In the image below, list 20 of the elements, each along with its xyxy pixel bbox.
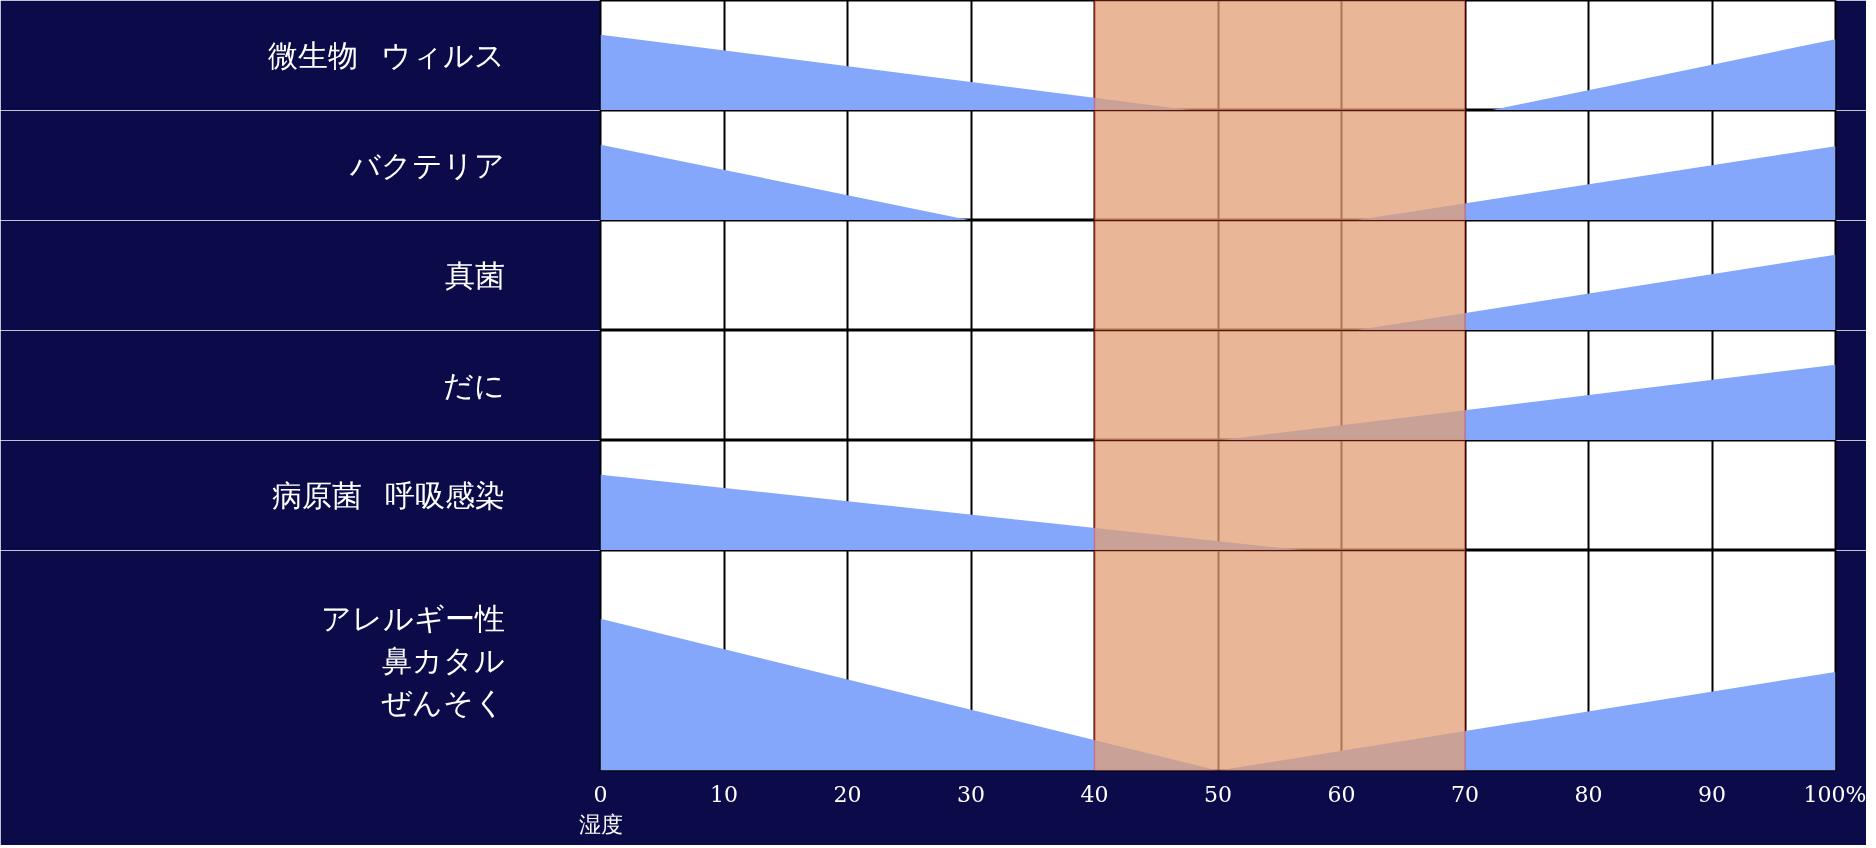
y-axis-title: だに — [442, 368, 505, 403]
y-axis-title: アレルギー性鼻カタルぜんそく — [320, 601, 505, 720]
y-axis-title: 呼吸感染 — [384, 478, 505, 513]
x-tick-label: 30 — [957, 781, 985, 807]
x-tick-label: 60 — [1327, 781, 1356, 807]
x-tick-label: 50 — [1204, 781, 1232, 807]
x-tick-label: 0 — [593, 781, 608, 807]
x-tick-label: 40 — [1080, 781, 1109, 807]
text: 病原菌 — [271, 478, 362, 513]
x-tick-label: 20 — [833, 781, 862, 807]
x-tick-label: 90 — [1698, 781, 1726, 807]
x-tick-label: 10 — [710, 781, 738, 807]
text: 微生物 — [267, 38, 358, 73]
x-axis-title: 湿度 — [578, 811, 623, 837]
x-tick-label: 70 — [1451, 781, 1479, 807]
x-tick-label: 80 — [1574, 781, 1603, 807]
y-axis-title: バクテリア — [348, 148, 505, 183]
y-axis-title: ウィルス — [380, 38, 505, 73]
y-axis-title: 真菌 — [444, 258, 505, 293]
x-tick-label: 100% — [1803, 781, 1867, 807]
